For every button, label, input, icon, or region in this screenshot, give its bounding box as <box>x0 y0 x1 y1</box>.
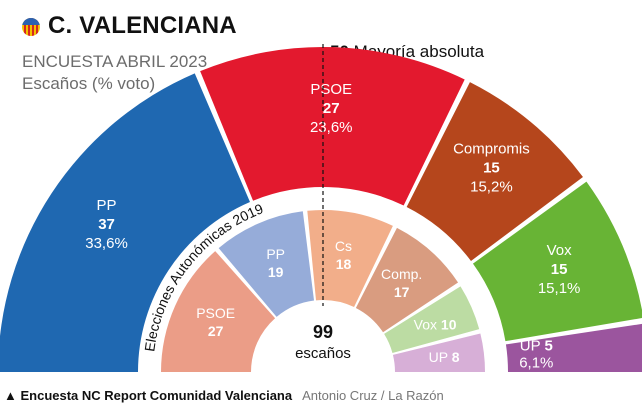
inner-slice-comp <box>355 227 459 333</box>
outer-seats-vox: 15 <box>551 261 568 278</box>
page-title: C. VALENCIANA <box>48 12 237 39</box>
outer-pct-vox: 15,1% <box>538 280 581 297</box>
outer-seats-compromis: 15 <box>483 159 500 176</box>
inner-label-up: UP 8 <box>429 349 460 365</box>
inner-seats-comp: 17 <box>394 284 410 300</box>
outer-pct-up: 6,1% <box>519 354 553 371</box>
credit-text: Antonio Cruz / La Razón <box>302 388 444 403</box>
inner-label-comp: Comp. <box>381 266 422 282</box>
inner-slice-up <box>392 333 486 372</box>
inner-slice-vox <box>384 286 480 353</box>
outer-slice-compromis <box>406 82 583 261</box>
inner-label-vox: Vox 10 <box>414 317 457 333</box>
outer-slice-psoe <box>200 47 465 206</box>
outer-label-compromis: Compromis <box>453 140 530 157</box>
inner-slice-cs <box>307 210 393 308</box>
outer-label-vox: Vox <box>547 242 573 259</box>
inner-seats-pp: 19 <box>268 264 284 280</box>
outer-pct-psoe: 23,6% <box>310 119 353 136</box>
outer-label-psoe: PSOE <box>310 81 352 98</box>
outer-seats-psoe: 27 <box>323 100 340 117</box>
outer-pct-pp: 33,6% <box>85 235 128 252</box>
seats-subtitle: Escaños (% voto) <box>22 74 156 93</box>
outer-label-up: UP 5 <box>520 337 553 354</box>
valencia-flag-icon <box>22 18 40 36</box>
outer-label-pp: PP <box>97 197 117 214</box>
source-text: ▲ Encuesta NC Report Comunidad Valencian… <box>4 388 293 403</box>
outer-slice-up <box>505 323 642 372</box>
inner-seats-psoe: 27 <box>208 323 224 339</box>
inner-label-cs: Cs <box>335 238 352 254</box>
outer-slice-vox <box>472 181 642 342</box>
inner-seats-cs: 18 <box>336 256 352 272</box>
inner-label-pp: PP <box>266 246 285 262</box>
inner-slice-psoe <box>161 251 276 372</box>
inner-slice-pp <box>218 211 315 317</box>
center-seats-label: escaños <box>295 345 351 362</box>
outer-slice-pp <box>0 73 250 372</box>
outer-seats-pp: 37 <box>98 216 115 233</box>
outer-pct-compromis: 15,2% <box>470 178 513 195</box>
footer: ▲ Encuesta NC Report Comunidad Valencian… <box>4 388 444 403</box>
inner-label-psoe: PSOE <box>196 305 235 321</box>
survey-subtitle: ENCUESTA ABRIL 2023 <box>22 52 208 71</box>
center-seats-total: 99 <box>313 322 333 342</box>
